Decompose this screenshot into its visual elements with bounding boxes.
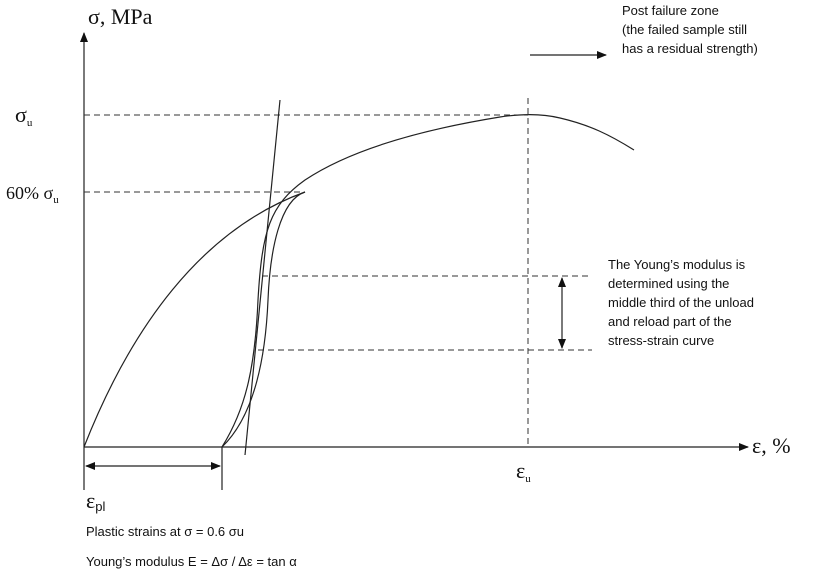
young-formula: Young’s modulus E = Δσ / Δε = tan α [86,554,297,569]
symbol: ε [516,458,525,483]
subscript: pl [95,499,105,514]
x-axis-label: ε, % [752,433,791,458]
reload-curve [221,113,635,448]
sigma-u-label: σu [15,102,33,129]
symbol: ε [86,488,95,513]
note-line: Post failure zone [622,3,719,18]
note-line: has a residual strength) [622,41,758,56]
subscript: u [27,117,33,129]
sigma-60-label: 60% σu [6,183,59,206]
unload-curve [221,191,306,448]
post-failure-note: Post failure zone (the failed sample stil… [622,3,758,56]
subscript: u [53,194,59,206]
note-line: (the failed sample still [622,22,747,37]
prefix: 60% σ [6,183,53,203]
note-line: and reload part of the [608,314,732,329]
note-line: determined using the [608,276,729,291]
note-line: stress-strain curve [608,333,714,348]
young-note: The Young’s modulus is determined using t… [608,257,754,348]
subscript: u [525,473,531,485]
note-line: middle third of the unload [608,295,754,310]
eps-u-label: εu [516,458,531,485]
loading-curve [83,191,306,448]
eps-pl-label: εpl [86,488,105,514]
symbol: σ [15,102,27,127]
note-line: The Young’s modulus is [608,257,746,272]
y-axis-label: σ, MPa [88,4,153,29]
plastic-strains: Plastic strains at σ = 0.6 σu [86,524,244,539]
tangent-line [244,99,281,456]
